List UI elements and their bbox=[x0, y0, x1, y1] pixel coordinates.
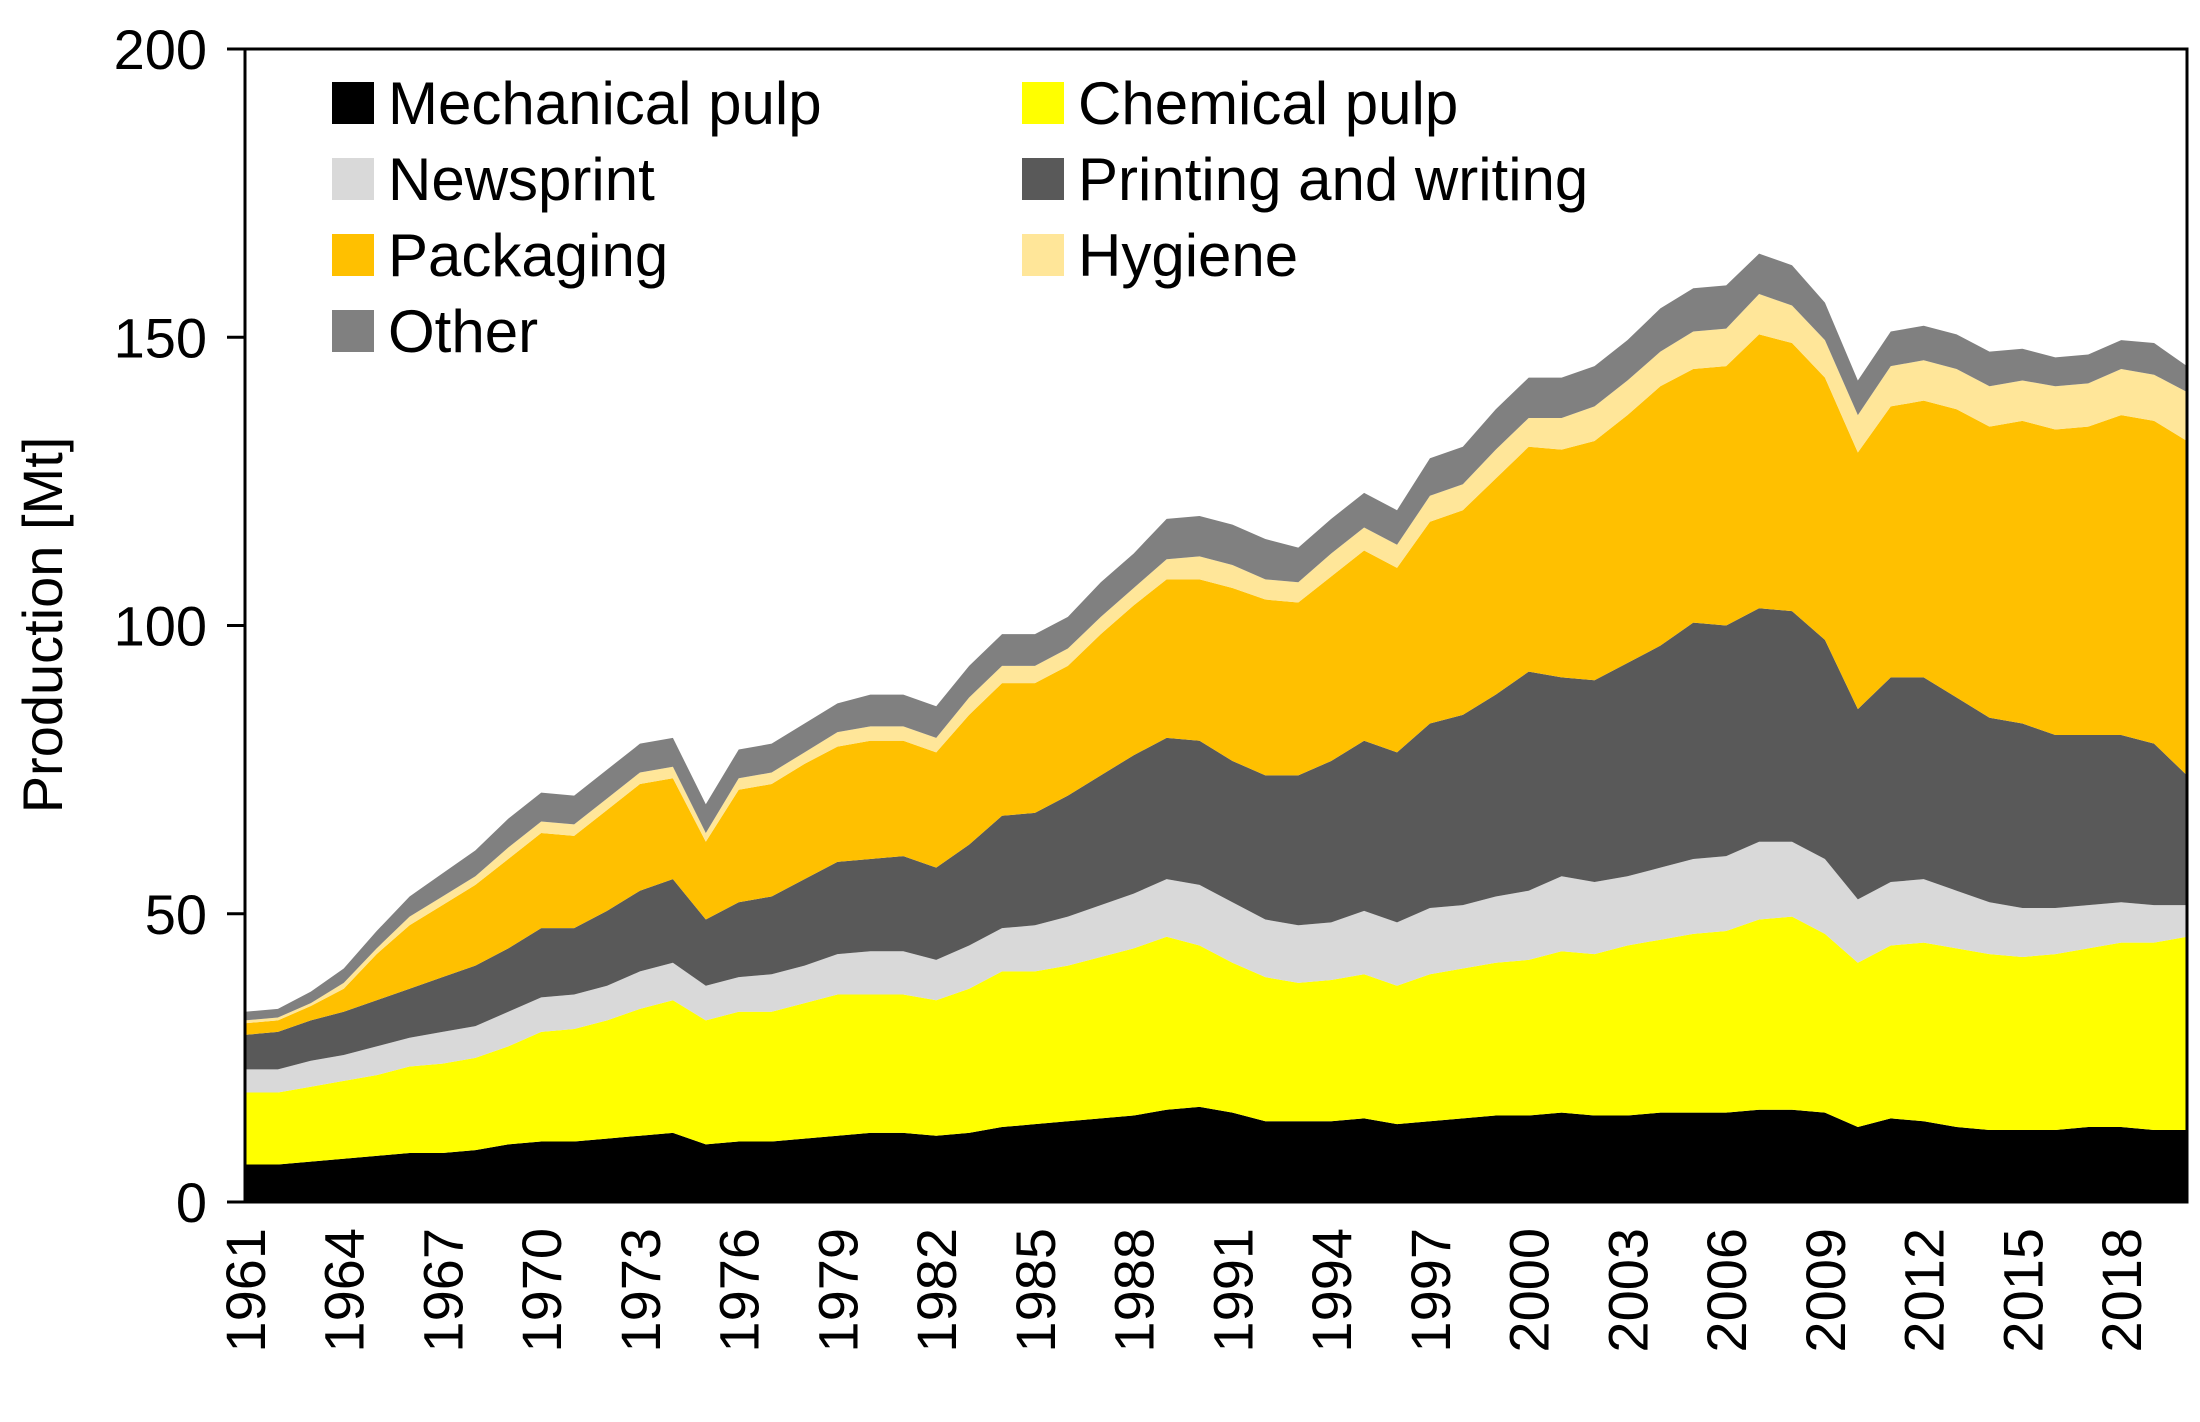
x-tick-label: 1979 bbox=[807, 1228, 870, 1353]
legend-label: Newsprint bbox=[388, 146, 655, 213]
area-layers bbox=[245, 253, 2187, 1202]
x-tick-label: 1991 bbox=[1202, 1228, 1265, 1353]
y-tick-label: 0 bbox=[176, 1171, 207, 1234]
x-tick-label: 1967 bbox=[412, 1228, 475, 1353]
x-tick-label: 1961 bbox=[214, 1228, 277, 1353]
x-tick-label: 1976 bbox=[708, 1228, 771, 1353]
x-tick-label: 1988 bbox=[1103, 1228, 1166, 1353]
legend-swatch bbox=[1022, 158, 1064, 200]
x-tick-label: 2003 bbox=[1596, 1228, 1659, 1353]
legend-swatch bbox=[332, 234, 374, 276]
x-tick-label: 1973 bbox=[609, 1228, 672, 1353]
x-tick-label: 2009 bbox=[1794, 1228, 1857, 1353]
x-tick-label: 1997 bbox=[1399, 1228, 1462, 1353]
legend-swatch bbox=[332, 158, 374, 200]
x-tick-label: 1964 bbox=[313, 1228, 376, 1353]
y-tick-label: 50 bbox=[145, 883, 207, 946]
legend-swatch bbox=[1022, 234, 1064, 276]
area-chemical-pulp bbox=[245, 916, 2187, 1165]
x-tick-label: 2006 bbox=[1695, 1228, 1758, 1353]
legend-label: Packaging bbox=[388, 222, 668, 289]
legend-label: Chemical pulp bbox=[1078, 70, 1458, 137]
y-tick-label: 200 bbox=[114, 18, 207, 81]
y-axis-label: Production [Mt] bbox=[11, 437, 74, 814]
y-axis-ticks: 0 50 100 150 200 bbox=[114, 18, 245, 1234]
area-newsprint bbox=[245, 841, 2187, 1093]
y-tick-label: 100 bbox=[114, 595, 207, 658]
x-tick-label: 2012 bbox=[1893, 1228, 1956, 1353]
area-packaging bbox=[245, 334, 2187, 1035]
x-tick-label: 2000 bbox=[1498, 1228, 1561, 1353]
y-tick-label: 150 bbox=[114, 306, 207, 369]
x-tick-label: 2018 bbox=[2090, 1228, 2153, 1353]
legend-label: Mechanical pulp bbox=[388, 70, 822, 137]
x-tick-label: 1985 bbox=[1004, 1228, 1067, 1353]
area-printing-and-writing bbox=[245, 608, 2187, 1070]
x-tick-label: 2015 bbox=[1991, 1228, 2054, 1353]
legend-label: Printing and writing bbox=[1078, 146, 1588, 213]
x-tick-label: 1994 bbox=[1300, 1228, 1363, 1353]
legend-label: Other bbox=[388, 298, 538, 365]
legend: Mechanical pulp Chemical pulp Newsprint Pri… bbox=[332, 70, 1588, 365]
legend-label: Hygiene bbox=[1078, 222, 1298, 289]
legend-swatch bbox=[1022, 82, 1064, 124]
x-tick-label: 1970 bbox=[510, 1228, 573, 1353]
x-tick-label: 1982 bbox=[905, 1228, 968, 1353]
x-axis-ticks: 1961 1964 1967 1970 1973 1976 1979 1982 1985 1988… bbox=[214, 1182, 2189, 1353]
legend-swatch bbox=[332, 310, 374, 352]
legend-swatch bbox=[332, 82, 374, 124]
area-mechanical-pulp bbox=[245, 1106, 2187, 1202]
